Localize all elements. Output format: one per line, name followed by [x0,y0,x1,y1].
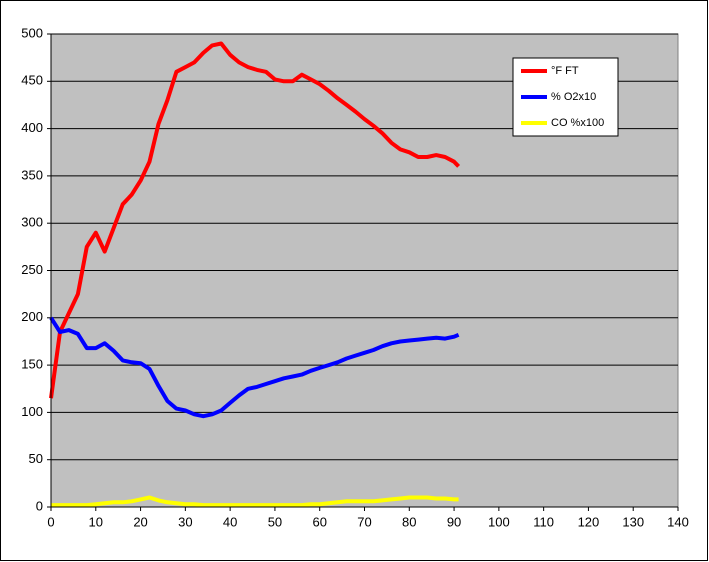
x-tick-label: 0 [47,514,54,529]
y-tick-label: 150 [21,357,43,372]
x-tick-label: 130 [622,514,644,529]
x-tick-label: 110 [533,514,554,529]
series-line [49,41,461,399]
x-tick-label: 100 [488,514,510,529]
x-tick-label: 60 [312,514,326,529]
y-tick-label: 0 [36,498,43,513]
legend: °F FT % O2x10 CO %x100 [512,57,619,137]
lines [49,41,461,508]
series-line [51,495,459,508]
legend-label: CO %x100 [551,117,604,129]
y-tick-label: 500 [21,25,43,40]
y-tick-label: 200 [21,309,43,324]
y-tick-label: 300 [21,215,43,230]
y-tick-label: 100 [21,404,43,419]
y-tick-label: 400 [21,120,43,135]
x-tick-label: 90 [447,514,461,529]
x-tick-label: 140 [667,514,689,529]
axes: 0 50 100 150 200 250 300 350 400 450 500 0 10 20 30 40 5… [21,25,689,529]
legend-label: % O2x10 [551,91,596,103]
x-tick-label: 80 [402,514,416,529]
x-tick-label: 70 [357,514,371,529]
x-tick-label: 20 [133,514,147,529]
x-tick-label: 10 [89,514,103,529]
x-tick-label: 40 [223,514,237,529]
x-tick-label: 50 [268,514,282,529]
series-line [49,316,460,419]
y-tick-label: 350 [21,167,43,182]
y-tick-label: 50 [29,451,43,466]
y-tick-label: 450 [21,73,43,88]
y-tick-label: 250 [21,262,43,277]
x-tick-label: 30 [178,514,192,529]
legend-label: °F FT [551,65,579,77]
x-tick-label: 120 [578,514,600,529]
